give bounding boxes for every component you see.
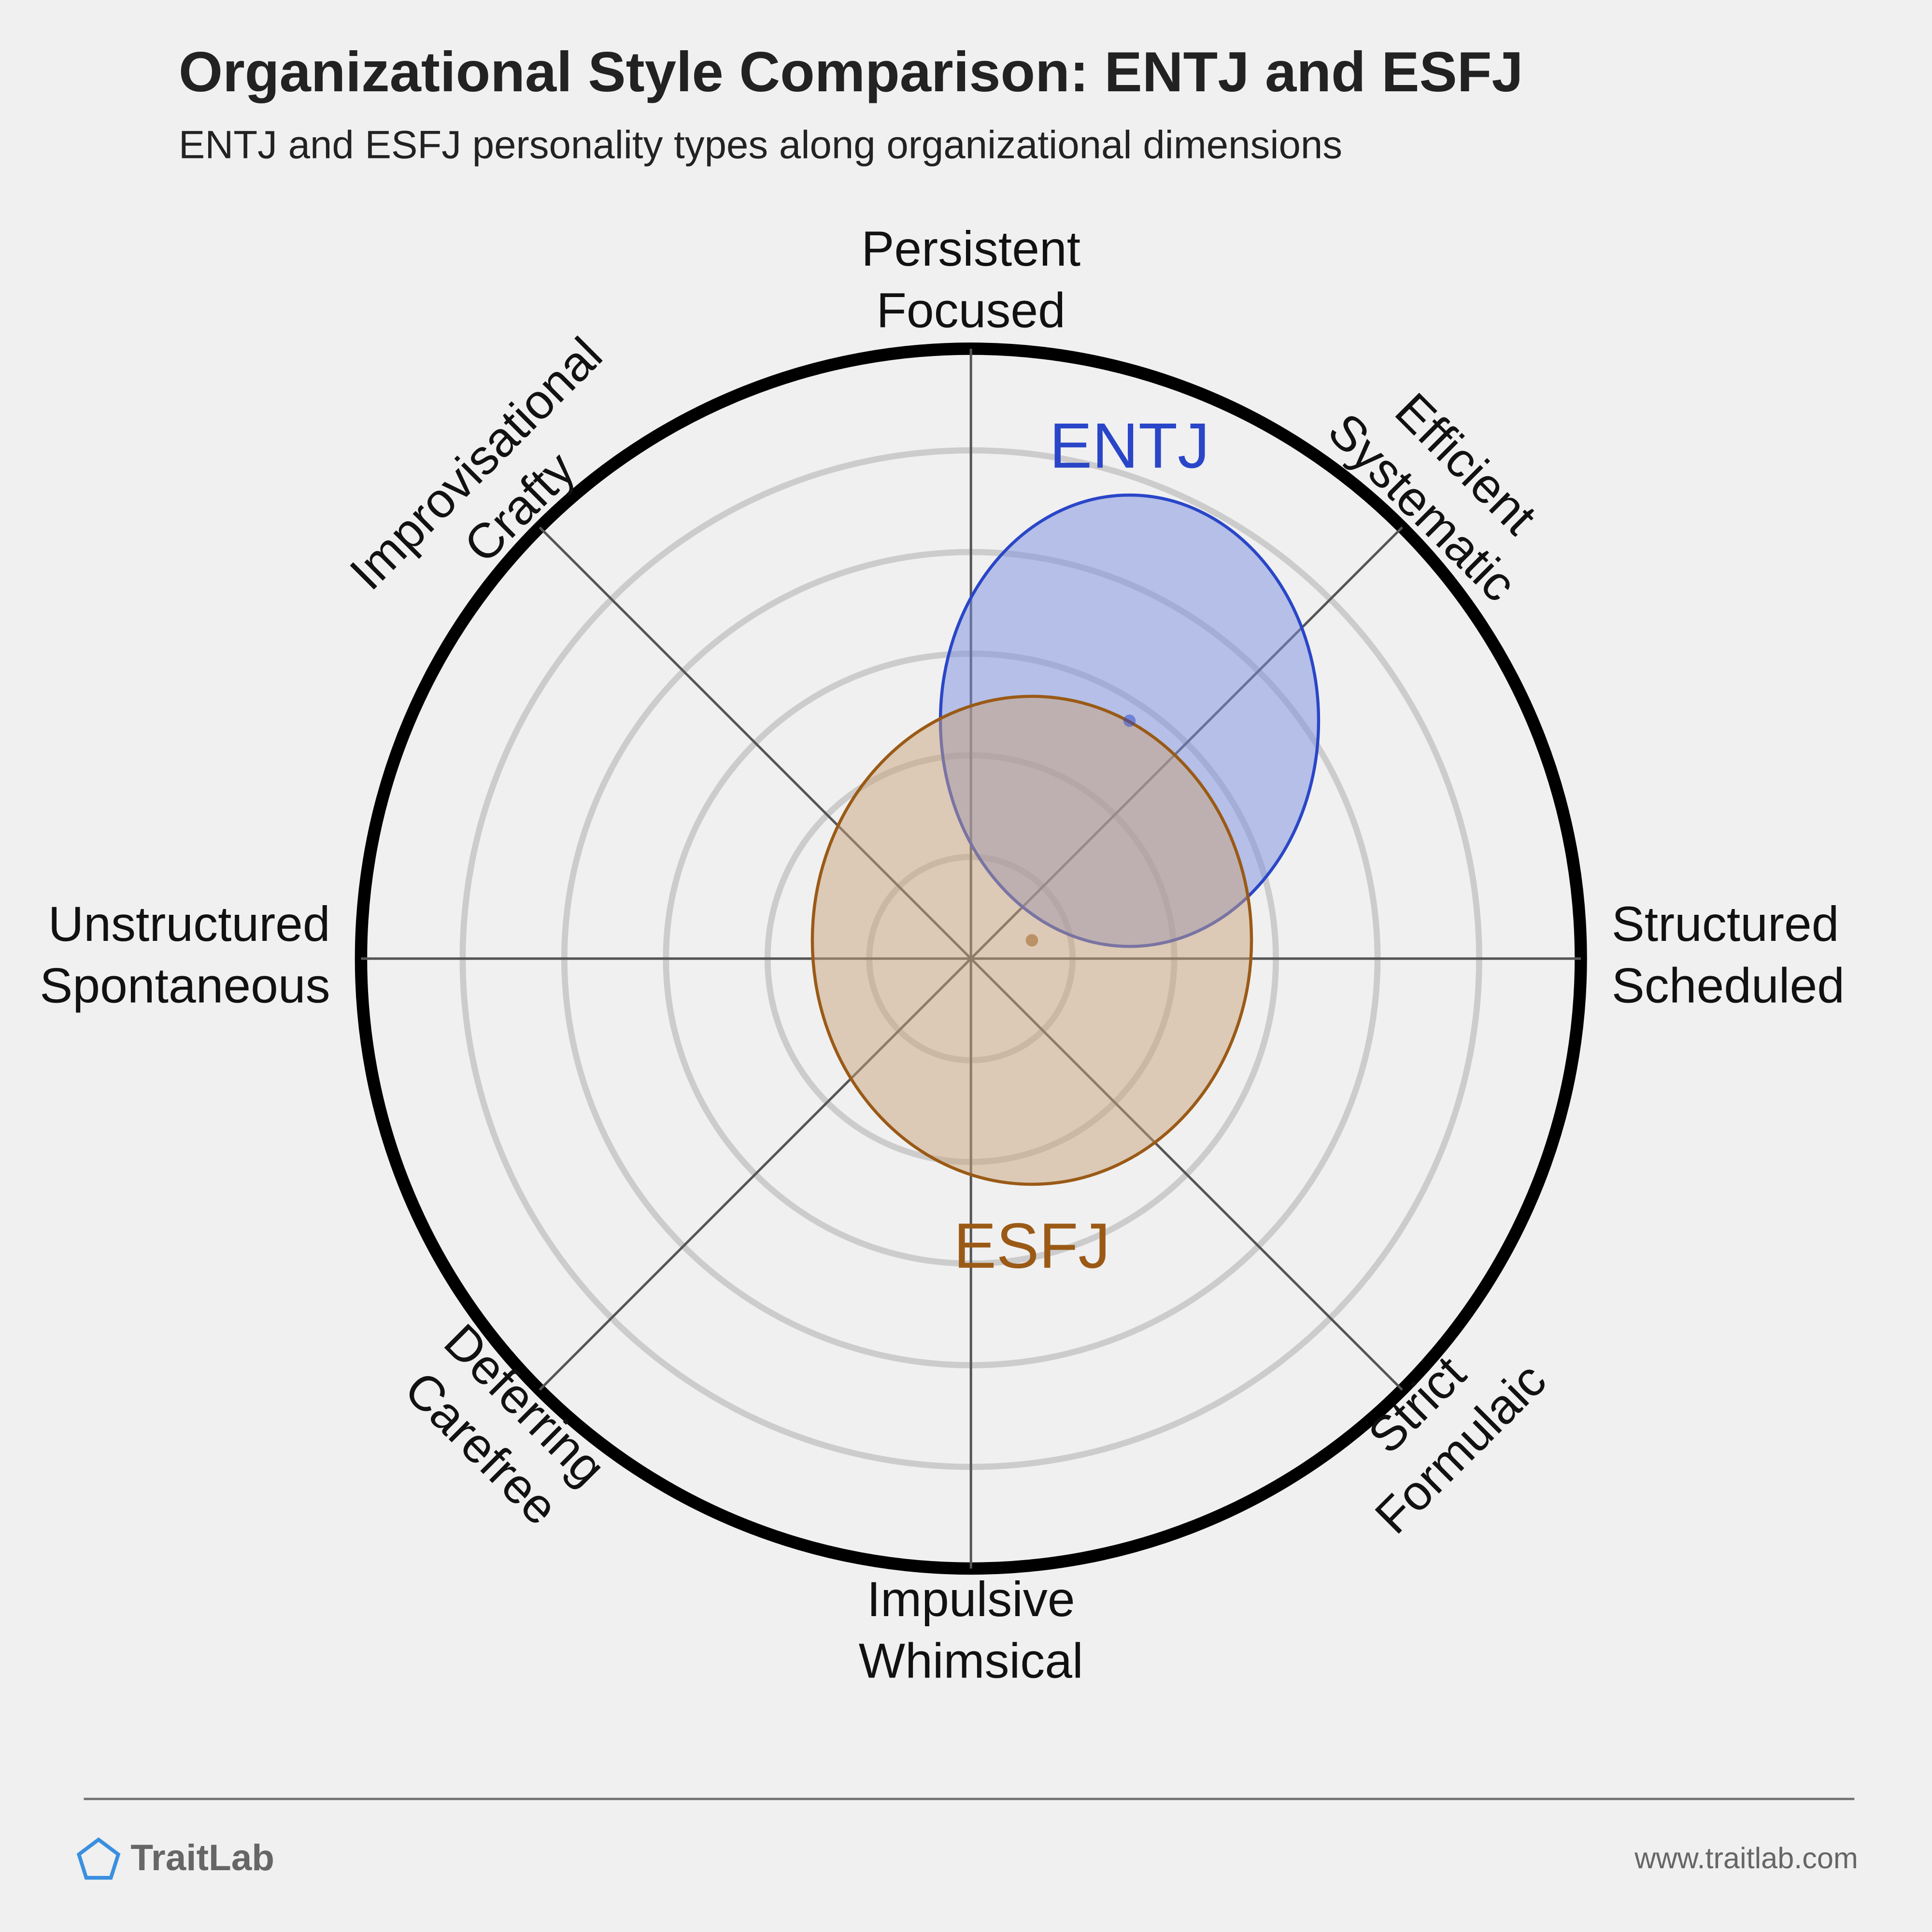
center-point xyxy=(1123,714,1136,727)
axis-label: Impulsive Whimsical xyxy=(859,1572,1083,1689)
axis-label-line: Spontaneous xyxy=(40,958,330,1013)
axis-label-line: Structured xyxy=(1612,896,1839,952)
series-label: ENTJ xyxy=(1050,410,1210,482)
chart-title: Organizational Style Comparison: ENTJ an… xyxy=(179,40,1523,103)
axis-label: Persistent Focused xyxy=(861,221,1080,338)
axis-label-line: Persistent xyxy=(861,221,1080,276)
axis-label-line: Impulsive xyxy=(867,1572,1075,1627)
url: www.traitlab.com xyxy=(1634,1842,1858,1875)
axis-label: Unstructured Spontaneous xyxy=(40,896,330,1013)
axis-label-line: Unstructured xyxy=(48,896,330,952)
chart-subtitle: ENTJ and ESFJ personality types along or… xyxy=(179,123,1342,167)
brand: TraitLab xyxy=(130,1837,274,1878)
axis-label-line: Focused xyxy=(877,283,1065,338)
axis-label-line: Scheduled xyxy=(1612,958,1845,1013)
series-label: ESFJ xyxy=(953,1210,1110,1282)
center-point xyxy=(1025,934,1038,947)
axis-label-line: Whimsical xyxy=(859,1633,1083,1688)
logo xyxy=(76,1837,121,1880)
axis-label: Structured Scheduled xyxy=(1612,896,1845,1013)
